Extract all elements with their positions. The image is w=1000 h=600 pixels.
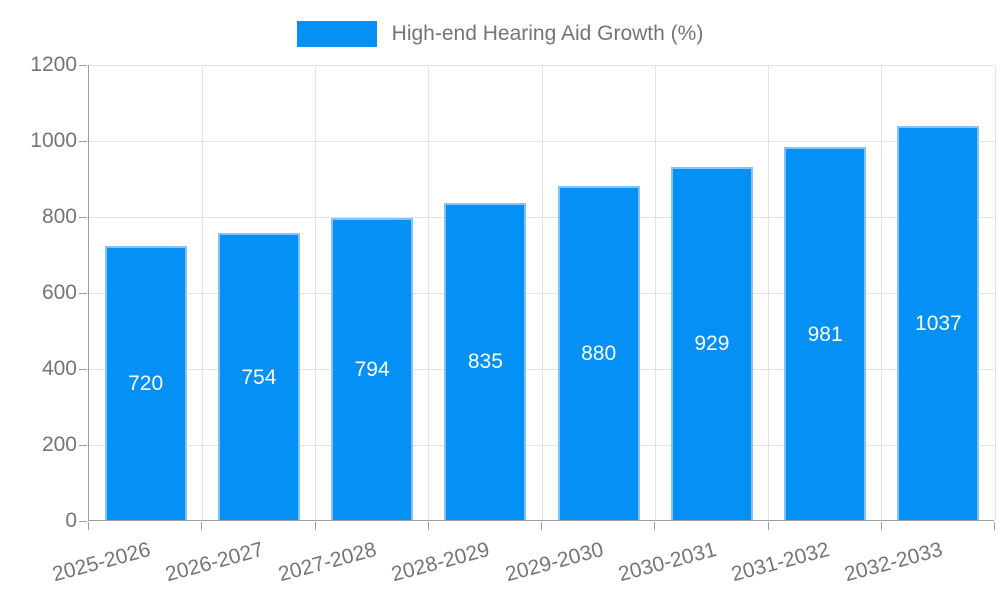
- x-axis-tick-mark: [314, 522, 316, 530]
- legend[interactable]: High-end Hearing Aid Growth (%): [0, 21, 1000, 47]
- x-axis-tick-mark: [201, 522, 203, 530]
- y-axis-tick-label: 800: [41, 205, 77, 228]
- bar[interactable]: 720: [104, 246, 187, 520]
- y-axis-tick-mark: [79, 141, 87, 142]
- x-gridline: [881, 65, 883, 520]
- bar-value-label: 880: [581, 341, 617, 365]
- x-axis-tick-label: 2025-2026: [49, 538, 153, 587]
- x-axis-tick-mark: [880, 522, 882, 530]
- x-axis-tick-mark: [654, 522, 656, 530]
- x-axis-tick-mark: [541, 522, 542, 530]
- bar-value-label: 981: [807, 322, 843, 346]
- x-axis-tick-mark: [88, 522, 89, 530]
- y-axis-tick-label: 0: [65, 509, 77, 532]
- y-axis-tick-mark: [79, 521, 87, 522]
- x-gridline: [994, 65, 996, 520]
- bar[interactable]: 794: [331, 218, 414, 520]
- bar[interactable]: 929: [670, 166, 753, 520]
- y-axis-tick-label: 1200: [30, 53, 77, 76]
- bar-value-label: 929: [694, 332, 730, 356]
- x-gridline: [654, 65, 656, 520]
- bar[interactable]: 880: [557, 185, 640, 520]
- x-axis-tick-label: 2028-2029: [389, 538, 493, 587]
- x-axis-tick-label: 2031-2032: [729, 538, 833, 587]
- bar[interactable]: 1037: [897, 125, 980, 520]
- y-axis-tick-mark: [79, 65, 87, 66]
- x-axis-tick-label: 2032-2033: [842, 538, 946, 587]
- bar[interactable]: 754: [217, 233, 300, 520]
- bar-value-label: 794: [354, 358, 390, 382]
- x-gridline: [428, 65, 430, 520]
- y-axis-tick-mark: [79, 293, 87, 294]
- x-axis-tick-label: 2030-2031: [615, 538, 719, 587]
- x-gridline: [201, 65, 203, 520]
- y-axis-tick-label: 200: [41, 433, 77, 456]
- x-axis-tick-label: 2029-2030: [502, 538, 606, 587]
- bar[interactable]: 835: [444, 202, 527, 520]
- x-axis-tick-mark: [427, 522, 429, 530]
- bar-value-label: 1037: [915, 311, 962, 335]
- y-axis-tick-label: 400: [41, 357, 77, 380]
- x-gridline: [315, 65, 316, 520]
- x-axis-tick-mark: [767, 522, 769, 530]
- x-axis-tick-label: 2026-2027: [162, 538, 266, 587]
- y-axis-tick-mark: [79, 445, 87, 446]
- bar[interactable]: 981: [784, 147, 867, 520]
- plot-area: 720 754 794 835 880 929 981 1037: [88, 64, 996, 521]
- bar-value-label: 754: [241, 365, 277, 389]
- x-axis-tick-mark: [994, 522, 995, 530]
- bar-value-label: 835: [467, 350, 503, 374]
- x-gridline: [541, 65, 543, 520]
- y-axis-tick-label: 1000: [30, 129, 77, 152]
- legend-swatch: [296, 21, 377, 47]
- x-gridline: [768, 65, 769, 520]
- y-axis-tick-mark: [79, 369, 87, 370]
- bar-value-label: 720: [128, 372, 164, 396]
- legend-label: High-end Hearing Aid Growth (%): [391, 22, 704, 45]
- y-axis-tick-mark: [79, 217, 87, 218]
- y-axis-tick-label: 600: [41, 281, 77, 304]
- x-axis-tick-label: 2027-2028: [276, 538, 380, 587]
